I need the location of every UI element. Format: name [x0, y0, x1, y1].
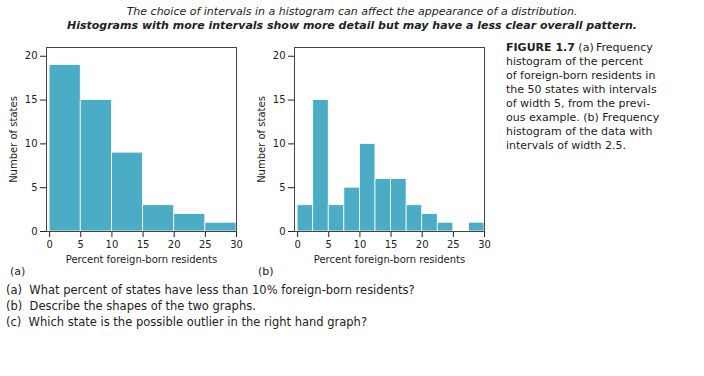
- html-text:(a): (a): [10, 265, 26, 278]
- html-text:(b) Describe the shapes of the: (b) Describe the shapes of the two graph…: [6, 299, 256, 313]
- html-text:(c) Which state is the possibl: (c) Which state is the possible outlier …: [6, 315, 367, 329]
- svg-text:15: 15: [273, 94, 286, 105]
- svg-text:20: 20: [25, 50, 38, 61]
- svg-text:15: 15: [137, 239, 150, 250]
- html-text:(b): (b): [258, 265, 274, 278]
- svg-text:15: 15: [25, 94, 38, 105]
- svg-text:Number of states: Number of states: [256, 96, 267, 183]
- svg-text:Number of states: Number of states: [8, 96, 19, 183]
- svg-text:15: 15: [385, 239, 398, 250]
- html-text:The choice of intervals in a h: The choice of intervals in a histogram c…: [126, 5, 578, 18]
- html-text:histogram of the data with: histogram of the data with: [506, 125, 653, 138]
- svg-text:20: 20: [416, 239, 429, 250]
- svg-text:0: 0: [279, 226, 285, 237]
- svg-text:0: 0: [294, 239, 300, 250]
- html-text:of foreign-born residents in: of foreign-born residents in: [506, 69, 656, 82]
- html-text:ous example. (b) Frequency: ous example. (b) Frequency: [506, 111, 660, 124]
- svg-text:10: 10: [354, 239, 367, 250]
- svg-text:25: 25: [447, 239, 460, 250]
- svg-text:20: 20: [168, 239, 181, 250]
- svg-text:Percent foreign-born residents: Percent foreign-born residents: [66, 254, 217, 265]
- html-text:histogram of the percent: histogram of the percent: [506, 55, 643, 68]
- html-text:(a) What percent of states hav: (a) What percent of states have less tha…: [6, 283, 415, 297]
- html-text:Histograms with more intervals: Histograms with more intervals show more…: [67, 19, 637, 32]
- svg-text:5: 5: [279, 182, 285, 193]
- svg-text:10: 10: [106, 239, 119, 250]
- svg-text:30: 30: [478, 239, 491, 250]
- svg-text:25: 25: [199, 239, 212, 250]
- svg-text:30: 30: [230, 239, 243, 250]
- svg-text:Percent foreign-born residents: Percent foreign-born residents: [314, 254, 465, 265]
- svg-text:0: 0: [31, 226, 37, 237]
- svg-text:10: 10: [25, 138, 38, 149]
- svg-text:0: 0: [46, 239, 52, 250]
- html-text:of width 5, from the previ-: of width 5, from the previ-: [506, 97, 651, 110]
- svg-text:20: 20: [273, 50, 286, 61]
- svg-text:5: 5: [31, 182, 37, 193]
- svg-text:5: 5: [78, 239, 84, 250]
- html-text:intervals of width 2.5.: intervals of width 2.5.: [506, 139, 627, 152]
- html-text:the 50 states with intervals: the 50 states with intervals: [506, 83, 657, 96]
- html-text:FIGURE 1.7 (a) Frequency: FIGURE 1.7 (a) Frequency: [506, 41, 653, 54]
- svg-text:10: 10: [273, 138, 286, 149]
- svg-text:5: 5: [326, 239, 332, 250]
